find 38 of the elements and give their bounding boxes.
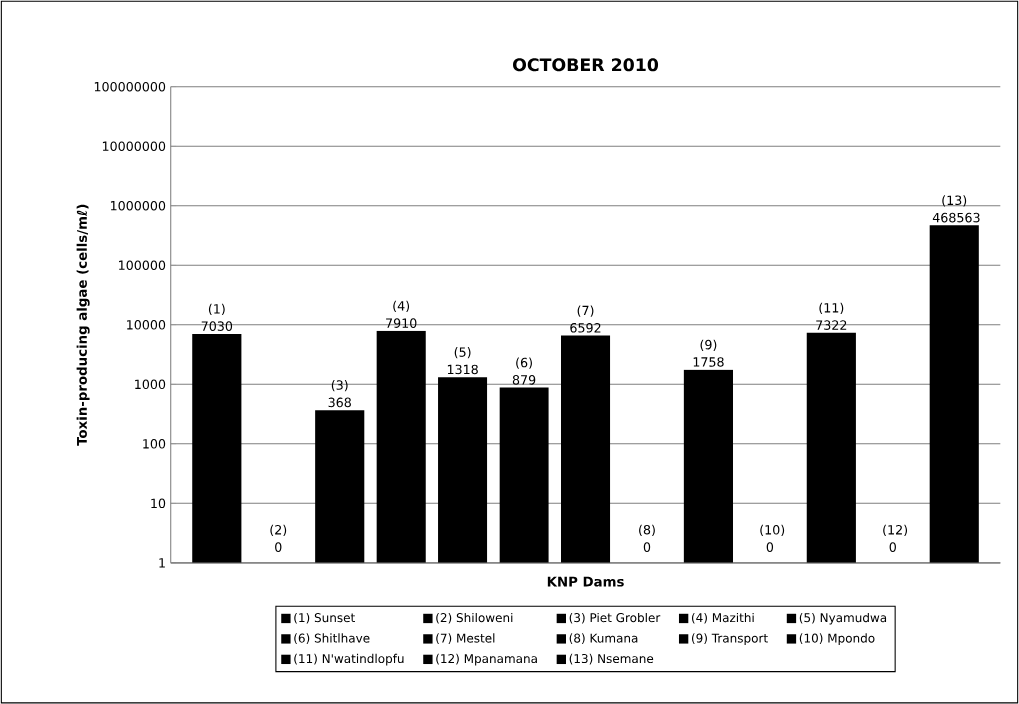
annotation: (12) 0 — [883, 524, 908, 552]
annotation: (2) 0 — [270, 524, 287, 552]
y-tick-label: 10000000 — [102, 141, 166, 151]
legend-label: (13) Nsemane — [569, 653, 654, 665]
y-tick-label: 10000 — [127, 319, 166, 330]
legend-label: (7) Mestel — [436, 633, 495, 644]
y-tick-label: 10 — [151, 498, 166, 509]
legend-label: (10) Mpondo — [799, 633, 875, 645]
y-tick-label: 100000 — [119, 260, 166, 270]
y-tick-label: 100000000 — [94, 81, 166, 92]
y-tick-label: 1 — [159, 558, 165, 568]
legend-label: (12) Mpanamana — [436, 653, 537, 666]
data-label: (5) 1318 — [447, 346, 478, 375]
y-axis-title: Toxin-producing algae (cells/mℓ) — [76, 204, 90, 446]
legend-label: (8) Kumana — [569, 633, 638, 644]
data-label: (13) 468563 — [932, 195, 980, 223]
data-label: (7) 6592 — [570, 305, 601, 333]
legend-label: (3) Piet Grobler — [569, 612, 661, 624]
annotation: (8) 0 — [639, 524, 655, 552]
legend-label: (5) Nyamudwa — [799, 612, 887, 625]
data-label: (9) 1758 — [693, 339, 724, 367]
chart-title: OCTOBER 2010 — [513, 58, 659, 72]
legend-label: (11) N'watindlopfu — [294, 653, 404, 666]
y-tick-label: 100 — [143, 438, 166, 449]
legend-label: (1) Sunset — [294, 612, 355, 624]
data-label: (4) 7910 — [386, 300, 417, 328]
data-label: (3) 368 — [328, 379, 351, 408]
legend-label: (4) Mazithi — [691, 612, 754, 624]
y-tick-label: 1000 — [135, 379, 166, 389]
y-tick-label: 1000000 — [110, 200, 166, 211]
x-axis-title: KNP Dams — [547, 576, 624, 587]
data-label: (1) 7030 — [201, 303, 233, 331]
data-label: (6) 879 — [512, 357, 536, 385]
data-label: (11) 7322 — [816, 302, 847, 330]
annotation: (10) 0 — [760, 524, 785, 552]
legend-label: (2) Shiloweni — [436, 612, 513, 624]
legend-label: (6) Shitlhave — [294, 633, 370, 644]
legend-label: (9) Transport — [691, 633, 768, 645]
